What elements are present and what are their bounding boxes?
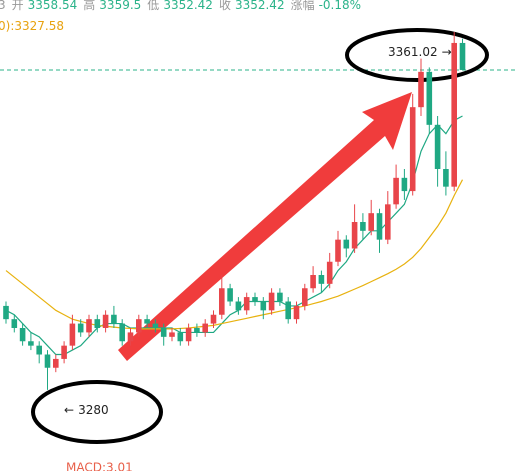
candle-body: [177, 332, 184, 342]
low-circle: [31, 380, 163, 444]
candle-body: [443, 169, 449, 187]
candle-body: [185, 328, 192, 342]
candle-body: [326, 261, 333, 284]
candle-body: [426, 71, 433, 125]
header-label: 收: [219, 0, 231, 12]
candle-body: [144, 319, 150, 324]
candle-body: [434, 124, 441, 169]
candle-body: [376, 213, 383, 240]
candle-body: [409, 107, 416, 192]
candle-body: [44, 354, 51, 368]
candle-body: [293, 305, 300, 320]
ma-prefix: 0):: [0, 19, 14, 33]
candle-body: [459, 42, 466, 70]
macd-label: MACD:3.01: [66, 461, 133, 472]
candle-body: [169, 332, 175, 337]
header-label: 低: [147, 0, 159, 12]
low-label: ← 3280: [64, 403, 109, 417]
candle-body: [61, 345, 67, 359]
candle-body: [451, 42, 457, 187]
high-label: 3361.02 →: [388, 45, 452, 59]
candle-body: [385, 204, 391, 240]
ma-label: 0):3327.58: [0, 19, 64, 33]
candle-body: [28, 341, 34, 346]
candle-body: [19, 328, 26, 342]
low-value: 3280: [78, 403, 109, 417]
candle-body: [86, 319, 92, 333]
candle-body: [368, 213, 374, 231]
candle-body: [3, 305, 9, 320]
candle-body: [160, 328, 167, 337]
candle-body: [202, 323, 208, 333]
header-change: -0.18%: [319, 0, 361, 12]
header-value: 3358.54: [28, 0, 78, 12]
candle-body: [268, 292, 275, 311]
candle-body: [243, 297, 250, 311]
high-arrow: →: [442, 45, 452, 59]
candle-body: [335, 239, 341, 262]
candle-body: [194, 328, 200, 333]
candle-body: [127, 332, 134, 342]
moving-average: [5, 115, 463, 356]
candle-body: [260, 301, 267, 311]
moving-average: [5, 179, 464, 330]
candle-body: [102, 314, 109, 328]
candle-body: [69, 323, 76, 346]
candle-body: [277, 292, 283, 302]
trend-arrow: [118, 92, 412, 361]
candle-body: [227, 288, 233, 302]
candles: [3, 31, 466, 390]
candle-body: [53, 358, 59, 368]
candle-body: [136, 319, 142, 333]
candle-body: [94, 319, 101, 328]
low-arrow: ←: [64, 403, 74, 417]
candle-body: [401, 177, 408, 192]
ma-value: 3327.58: [14, 19, 64, 33]
header-prefix: 3: [0, 0, 6, 12]
candle-body: [111, 314, 117, 324]
candle-body: [77, 323, 84, 333]
candle-body: [119, 323, 125, 342]
candle-body: [360, 222, 366, 231]
high-value: 3361.02: [388, 45, 438, 59]
candle-body: [210, 314, 217, 324]
candle-body: [219, 288, 225, 315]
candle-body: [152, 323, 159, 328]
candle-body: [235, 301, 242, 311]
candle-body: [318, 275, 325, 284]
header-label: 开: [12, 0, 24, 12]
header-value: 3352.42: [163, 0, 213, 12]
candle-body: [351, 222, 358, 249]
header-label: 涨幅: [291, 0, 315, 12]
candle-body: [285, 301, 291, 320]
header-value: 3359.5: [99, 0, 141, 12]
ohlc-header: 3 开 3358.54 高 3359.5 低 3352.42 收 3352.42 涨幅 -0.18%: [0, 0, 361, 12]
candle-body: [310, 275, 316, 289]
candle-body: [418, 71, 424, 108]
header-value: 3352.42: [235, 0, 285, 12]
candle-body: [343, 239, 350, 249]
candle-body: [302, 288, 308, 306]
candle-body: [393, 177, 399, 205]
candle-body: [11, 319, 18, 328]
high-circle: [345, 28, 489, 82]
candle-body: [252, 297, 258, 302]
candle-body: [36, 345, 42, 355]
header-label: 高: [83, 0, 95, 12]
